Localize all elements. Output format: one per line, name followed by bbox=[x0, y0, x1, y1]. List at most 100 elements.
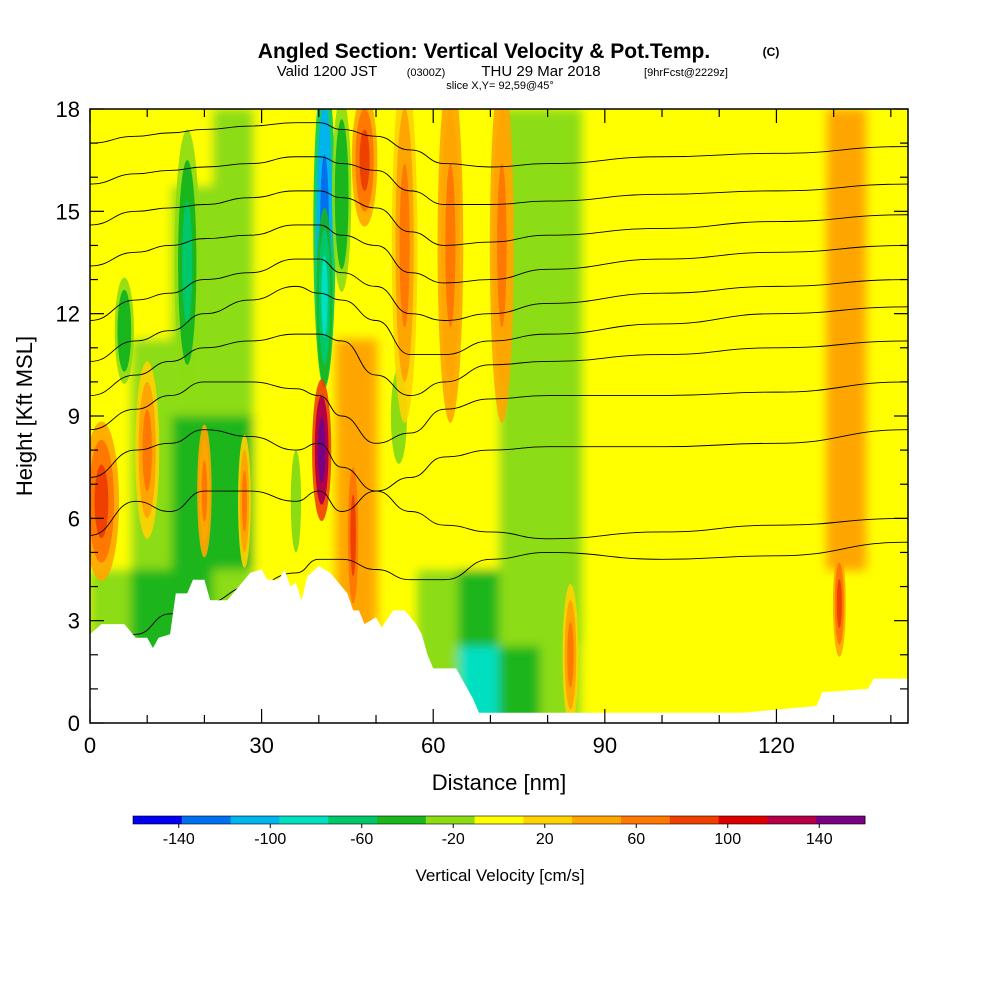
field-cell bbox=[499, 416, 541, 494]
x-tick-label: 90 bbox=[593, 733, 617, 758]
y-tick-label: 0 bbox=[68, 711, 80, 736]
velocity-feature-core bbox=[399, 163, 410, 328]
isentrope-line bbox=[90, 333, 908, 396]
colorbar-swatch bbox=[328, 816, 378, 824]
velocity-feature-core bbox=[142, 409, 152, 492]
field-cell bbox=[826, 185, 869, 264]
field-cell bbox=[867, 339, 908, 417]
isentrope-line bbox=[90, 429, 908, 492]
velocity-feature-core bbox=[359, 129, 370, 191]
colorbar-tick-label: 140 bbox=[806, 831, 833, 848]
field-cell bbox=[335, 339, 378, 417]
colorbar-swatch bbox=[816, 816, 866, 824]
field-cell bbox=[539, 339, 582, 417]
slice-info: slice X,Y= 92,59@45° bbox=[446, 80, 554, 92]
velocity-feature-core bbox=[337, 149, 346, 240]
velocity-feature-core bbox=[497, 163, 507, 328]
field-cell bbox=[539, 185, 582, 264]
isentrope-line bbox=[90, 224, 908, 284]
y-tick-label: 15 bbox=[56, 199, 80, 224]
x-tick-label: 60 bbox=[421, 733, 445, 758]
forecast-info: [9hrFcst@2229z] bbox=[644, 67, 728, 79]
potential-temperature-contours bbox=[90, 122, 908, 663]
field-cell bbox=[458, 569, 500, 648]
valid-date: THU 29 Mar 2018 bbox=[481, 63, 600, 80]
isentrope-line bbox=[90, 285, 908, 362]
isentrope-line bbox=[90, 156, 908, 205]
field-cell bbox=[458, 416, 500, 494]
field-cell bbox=[580, 646, 623, 723]
x-tick-label: 120 bbox=[758, 733, 795, 758]
velocity-features bbox=[90, 109, 846, 723]
colorbar-swatch bbox=[523, 816, 573, 824]
x-tick-label: 0 bbox=[84, 733, 96, 758]
isentrope-line bbox=[90, 258, 908, 321]
field-cell bbox=[253, 492, 296, 571]
colorbar-swatch bbox=[279, 816, 329, 824]
field-cell bbox=[253, 416, 296, 494]
colorbar-swatch bbox=[669, 816, 720, 824]
field-cell bbox=[417, 492, 460, 571]
colorbar-swatch bbox=[474, 816, 524, 824]
field-cell bbox=[867, 416, 908, 494]
velocity-feature-core bbox=[836, 579, 842, 629]
x-axis-label: Distance [nm] bbox=[432, 770, 567, 795]
y-tick-label: 18 bbox=[56, 97, 80, 122]
valid-prefix: Valid 1200 JST bbox=[277, 63, 378, 80]
velocity-feature-core bbox=[94, 464, 109, 539]
valid-time-line: Valid 1200 JST (0300Z) THU 29 Mar 2018 [… bbox=[277, 63, 728, 80]
colorbar-tick-label: -20 bbox=[442, 831, 465, 848]
isentrope-line bbox=[90, 381, 908, 444]
colorbar-tick-label: 20 bbox=[536, 831, 554, 848]
colorbar-swatch bbox=[572, 816, 622, 824]
velocity-feature-core bbox=[182, 201, 193, 324]
field-cell bbox=[212, 185, 255, 264]
colorbar: -140 -100 -60 -20 20 60 100 140 bbox=[132, 815, 866, 848]
field-cell bbox=[539, 416, 582, 494]
colorbar-swatch bbox=[377, 816, 427, 824]
colorbar-swatch bbox=[425, 816, 476, 824]
field-cell bbox=[744, 185, 787, 264]
colorbar-swatch bbox=[133, 816, 183, 824]
y-tick-label: 12 bbox=[56, 302, 80, 327]
plot-area bbox=[90, 109, 908, 723]
y-axis-label: Height [Kft MSL] bbox=[12, 336, 37, 496]
field-cell bbox=[499, 569, 541, 648]
copyright-mark: (C) bbox=[763, 45, 780, 59]
field-cell bbox=[212, 262, 255, 341]
field-cell bbox=[867, 262, 908, 341]
colorbar-tick-label: 60 bbox=[627, 831, 645, 848]
valid-zulu: (0300Z) bbox=[407, 67, 446, 79]
colorbar-swatch bbox=[230, 816, 280, 824]
colorbar-tick-label: -140 bbox=[163, 831, 195, 848]
colorbar-swatch bbox=[621, 816, 671, 824]
velocity-feature-core bbox=[317, 417, 326, 483]
field-cell bbox=[785, 109, 828, 187]
field-cell bbox=[826, 339, 869, 417]
colorbar-tick-label: -100 bbox=[254, 831, 286, 848]
field-cell bbox=[499, 492, 541, 571]
y-tick-label: 9 bbox=[68, 404, 80, 429]
field-cell bbox=[539, 109, 582, 187]
field-cell bbox=[253, 185, 296, 264]
colorbar-tick-label: -60 bbox=[350, 831, 373, 848]
colorbar-tick-label: 100 bbox=[714, 831, 741, 848]
velocity-feature-core bbox=[241, 470, 247, 532]
field-cell bbox=[417, 416, 460, 494]
y-axis: 0 3 6 9 12 15 18 bbox=[56, 97, 908, 736]
field-cell bbox=[499, 646, 541, 723]
field-cell bbox=[253, 262, 296, 341]
y-tick-label: 3 bbox=[68, 609, 80, 634]
velocity-feature-core bbox=[567, 622, 574, 688]
field-cell bbox=[539, 262, 582, 341]
field-cell bbox=[826, 262, 869, 341]
x-axis: 0 30 60 90 120 bbox=[84, 109, 892, 758]
field-cell bbox=[130, 109, 173, 187]
colorbar-swatch bbox=[767, 816, 817, 824]
colorbar-frame bbox=[132, 815, 866, 825]
y-tick-label: 6 bbox=[68, 506, 80, 531]
isentrope-line bbox=[90, 122, 908, 168]
velocity-feature-core bbox=[350, 494, 356, 577]
field-cell bbox=[826, 492, 869, 571]
